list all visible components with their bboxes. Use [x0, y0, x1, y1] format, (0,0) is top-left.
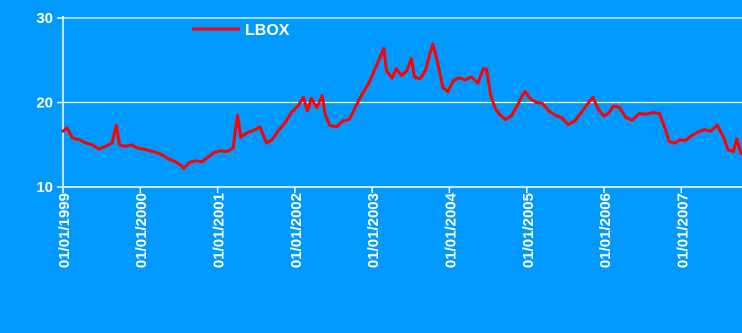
x-tick-label-7: 01/01/2006 — [597, 193, 614, 268]
x-tick-label-3: 01/01/2002 — [288, 193, 305, 268]
x-tick-label-0: 01/01/1999 — [56, 193, 73, 268]
y-tick-label-30: 30 — [36, 10, 53, 27]
y-axis-tick-labels: 10 20 30 — [36, 10, 53, 196]
y-tick-label-10: 10 — [36, 179, 53, 196]
axes — [57, 16, 742, 193]
x-tick-label-5: 01/01/2004 — [442, 192, 459, 268]
series-layer — [61, 42, 742, 170]
x-tick-label-1: 01/01/2000 — [133, 193, 150, 268]
series-line-lbox — [61, 42, 742, 170]
x-tick-label-4: 01/01/2003 — [365, 193, 382, 268]
x-tick-label-2: 01/01/2001 — [211, 193, 228, 268]
y-tick-label-20: 20 — [36, 95, 53, 112]
x-tick-label-8: 01/01/2007 — [674, 193, 691, 268]
legend: LBOX — [192, 22, 290, 39]
x-tick-label-6: 01/01/2005 — [520, 193, 537, 268]
gridlines — [63, 17, 742, 104]
legend-label-lbox: LBOX — [245, 22, 290, 39]
x-axis-tick-labels: 01/01/1999 01/01/2000 01/01/2001 01/01/2002… — [56, 192, 691, 268]
